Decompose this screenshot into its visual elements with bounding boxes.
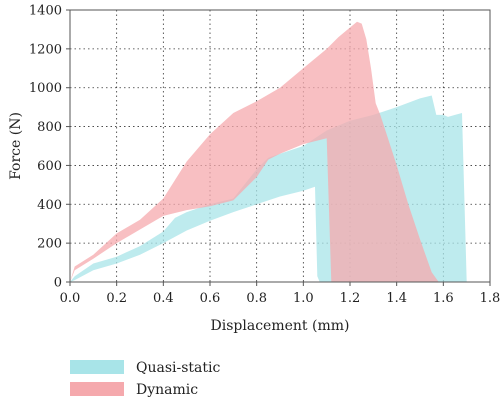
- x-tick-label: 0.0: [60, 291, 81, 306]
- legend-label: Dynamic: [136, 382, 198, 398]
- x-tick-label: 1.4: [386, 291, 407, 306]
- axis-ticks: 0.0 0.2 0.4 0.6 0.8 1.0 1.2 1.4 1.6 1.8 0 200 400 600…: [29, 4, 500, 307]
- x-tick-label: 1.6: [433, 291, 454, 306]
- y-tick-label: 600: [37, 159, 62, 174]
- x-tick-label: 1.8: [480, 291, 501, 306]
- legend-swatch: [70, 360, 124, 374]
- y-tick-label: 800: [37, 120, 62, 135]
- plot-frame: [69, 9, 491, 283]
- x-tick-label: 1.2: [340, 291, 361, 306]
- x-axis-title: Displacement (mm): [211, 318, 350, 334]
- y-axis-title: Force (N): [8, 112, 24, 180]
- legend: Quasi-static Dynamic: [70, 360, 220, 398]
- y-tick-label: 200: [37, 237, 62, 252]
- legend-label: Quasi-static: [136, 360, 220, 376]
- y-tick-label: 1200: [29, 42, 62, 57]
- y-tick-label: 0: [54, 276, 62, 291]
- y-tick-label: 1400: [29, 4, 62, 19]
- y-tick-label: 400: [37, 198, 62, 213]
- x-tick-label: 0.8: [246, 291, 267, 306]
- area-series: [70, 21, 467, 282]
- x-tick-label: 1.0: [293, 291, 314, 306]
- series-area-dynamic: [70, 21, 439, 282]
- x-tick-label: 0.2: [106, 291, 127, 306]
- x-tick-label: 0.6: [200, 291, 221, 306]
- legend-swatch: [70, 382, 124, 396]
- y-tick-label: 1000: [29, 81, 62, 96]
- x-tick-label: 0.4: [153, 291, 174, 306]
